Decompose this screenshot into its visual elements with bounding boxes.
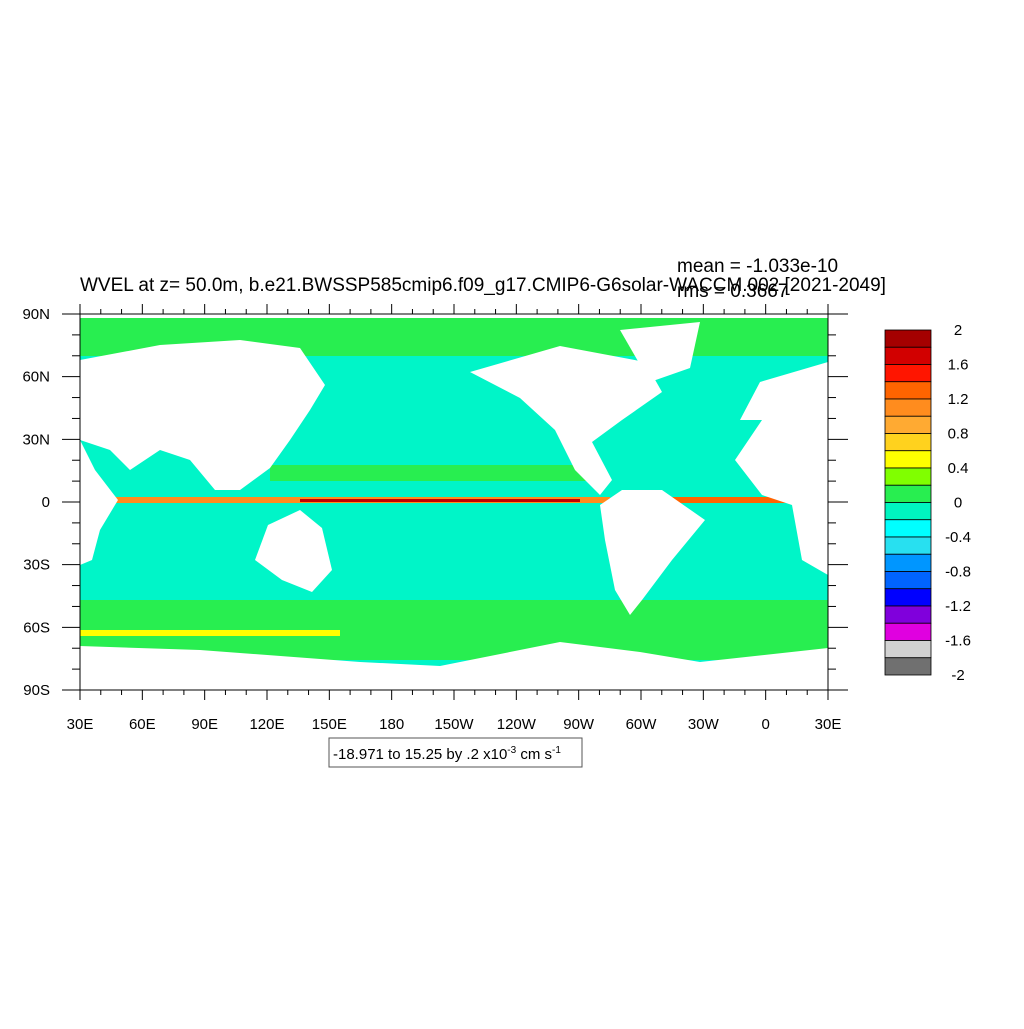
npac — [300, 405, 580, 445]
eq-core — [300, 499, 580, 502]
x-tick-label: 30E — [67, 716, 94, 733]
y-tick-label: 90S — [23, 682, 50, 699]
y-tick-label: 0 — [42, 494, 50, 511]
colorbar-label: 0.8 — [948, 426, 969, 443]
colorbar-box — [884, 657, 932, 676]
info-text: -18.971 to 15.25 by .2 x10-3 cm s-1 — [333, 745, 561, 763]
x-tick-label: 90W — [563, 716, 595, 733]
npac-band — [270, 465, 600, 481]
x-tick-label: 150W — [434, 716, 474, 733]
stat-rms: rms = 0.3667 — [677, 281, 788, 302]
colorbar-box — [884, 502, 932, 521]
x-tick-label: 30W — [688, 716, 720, 733]
colorbar-label: -1.2 — [945, 598, 971, 615]
x-tick-label: 150E — [312, 716, 347, 733]
x-tick-label: 90E — [191, 716, 218, 733]
title: WVEL at z= 50.0m, b.e21.BWSSP585cmip6.f0… — [80, 275, 886, 296]
x-tick-label: 30E — [815, 716, 842, 733]
x-tick-label: 60E — [129, 716, 156, 733]
x-tick-label: 120W — [497, 716, 537, 733]
land — [80, 314, 828, 690]
colorbar-box — [884, 329, 932, 348]
info-exponent: -3 — [507, 745, 516, 756]
x-tick-label: 120E — [249, 716, 284, 733]
y-tick-label: 30N — [22, 431, 50, 448]
colorbar-label: 0 — [954, 495, 962, 512]
info-range: -18.971 to 15.25 by .2 x10 — [333, 746, 507, 763]
eq-atl — [670, 497, 790, 503]
colorbar-box — [884, 433, 932, 452]
colorbar-box — [884, 571, 932, 590]
colorbar-box — [884, 346, 932, 365]
southern-stripe — [80, 630, 340, 636]
colorbar-box — [884, 622, 932, 641]
y-tick-label: 60S — [23, 619, 50, 636]
colorbar-label: 2 — [954, 322, 962, 339]
y-tick-label: 60N — [22, 369, 50, 386]
info-box — [328, 737, 583, 768]
colorbar-box — [884, 588, 932, 607]
x-tick-label: 180 — [379, 716, 404, 733]
colorbar-box — [884, 605, 932, 624]
y-tick-label: 30S — [23, 557, 50, 574]
y-tick-label: 90N — [22, 306, 50, 323]
colorbar-box — [884, 536, 932, 555]
info-unit-exponent: -1 — [552, 745, 561, 756]
colorbar-box — [884, 467, 932, 486]
map-field — [80, 314, 828, 690]
colorbar-box — [884, 450, 932, 469]
colorbar-box — [884, 398, 932, 417]
colorbar-box — [884, 364, 932, 383]
colorbar-label: 0.4 — [948, 460, 969, 477]
x-tick-label: 60W — [626, 716, 658, 733]
colorbar-label: 1.6 — [948, 357, 969, 374]
colorbar-box — [884, 484, 932, 503]
x-tick-label: 0 — [761, 716, 769, 733]
colorbar-box — [884, 640, 932, 659]
colorbar-box — [884, 415, 932, 434]
colorbar-label: -2 — [951, 667, 964, 684]
colorbar-label: 1.2 — [948, 391, 969, 408]
colorbar-box — [884, 553, 932, 572]
colorbar-box — [884, 519, 932, 538]
colorbar-label: -0.4 — [945, 529, 971, 546]
stat-mean: mean = -1.033e-10 — [677, 256, 838, 277]
colorbar-label: -1.6 — [945, 633, 971, 650]
info-unit: cm s — [516, 746, 552, 763]
colorbar-box — [884, 381, 932, 400]
colorbar-label: -0.8 — [945, 564, 971, 581]
